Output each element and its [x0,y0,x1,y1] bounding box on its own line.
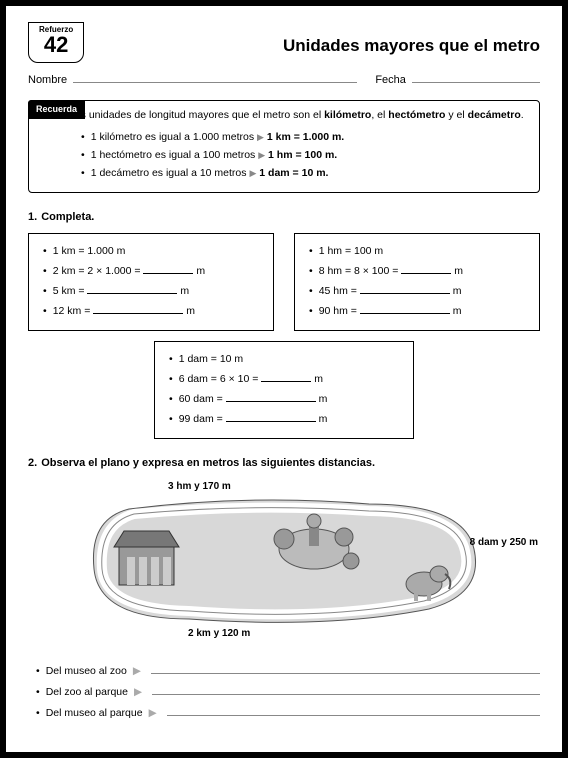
list-item: 12 km = m [43,302,259,322]
list-item: 1 dam = 10 m [169,350,399,370]
recuerda-item: 1 decámetro es igual a 10 metros ▶ 1 dam… [81,165,529,183]
list-item: 90 hm = m [309,302,525,322]
map-label-top: 3 hm y 170 m [168,481,231,492]
nombre-label: Nombre [28,74,67,86]
list-item: 8 hm = 8 × 100 = m [309,262,525,282]
list-item: 60 dam = m [169,390,399,410]
list-item: 1 hm = 100 m [309,242,525,262]
list-item: 45 hm = m [309,282,525,302]
museum-icon [114,531,179,585]
list-item: 2 km = 2 × 1.000 = m [43,262,259,282]
recuerda-box: Recuerda Las unidades de longitud mayore… [28,100,540,193]
list-item: 6 dam = 6 × 10 = m [169,370,399,390]
list-item: 1 km = 1.000 m [43,242,259,262]
name-date-row: Nombre Fecha [28,71,540,86]
map-label-right: 8 dam y 250 m [470,537,538,548]
header-row: Refuerzo 42 Unidades mayores que el metr… [28,22,540,63]
answer-list: Del museo al zoo ▶ Del zoo al parque ▶ D… [28,661,540,724]
answer-item: Del zoo al parque ▶ [36,682,540,703]
completa-right: 1 hm = 100 m 8 hm = 8 × 100 = m 45 hm = … [294,233,540,331]
refuerzo-number: 42 [39,34,73,56]
map-illustration: 3 hm y 170 m 8 dam y 250 m 2 km y 120 m [28,479,540,649]
list-item: 5 km = m [43,282,259,302]
question-1: 1.Completa. [28,211,540,223]
answer-item: Del museo al parque ▶ [36,703,540,724]
recuerda-tab: Recuerda [28,100,85,119]
fecha-label: Fecha [375,74,406,86]
map-label-bottom: 2 km y 120 m [188,628,250,639]
recuerda-item: 1 kilómetro es igual a 1.000 metros ▶ 1 … [81,129,529,147]
recuerda-item: 1 hectómetro es igual a 100 metros ▶ 1 h… [81,147,529,165]
page-title: Unidades mayores que el metro [96,22,540,56]
fecha-line[interactable] [412,71,540,83]
list-item: 99 dam = m [169,410,399,430]
completa-left: 1 km = 1.000 m 2 km = 2 × 1.000 = m 5 km… [28,233,274,331]
answer-item: Del museo al zoo ▶ [36,661,540,682]
worksheet-page: Refuerzo 42 Unidades mayores que el metr… [0,0,568,758]
nombre-line[interactable] [73,71,357,83]
recuerda-intro: Las unidades de longitud mayores que el … [69,107,529,125]
recuerda-list: 1 kilómetro es igual a 1.000 metros ▶ 1 … [69,129,529,183]
map-svg [69,479,499,644]
question-2: 2.Observa el plano y expresa en metros l… [28,457,540,469]
completa-center-wrap: 1 dam = 10 m 6 dam = 6 × 10 = m 60 dam =… [28,341,540,439]
completa-center: 1 dam = 10 m 6 dam = 6 × 10 = m 60 dam =… [154,341,414,439]
refuerzo-tab: Refuerzo 42 [28,22,84,63]
completa-two-col: 1 km = 1.000 m 2 km = 2 × 1.000 = m 5 km… [28,233,540,331]
